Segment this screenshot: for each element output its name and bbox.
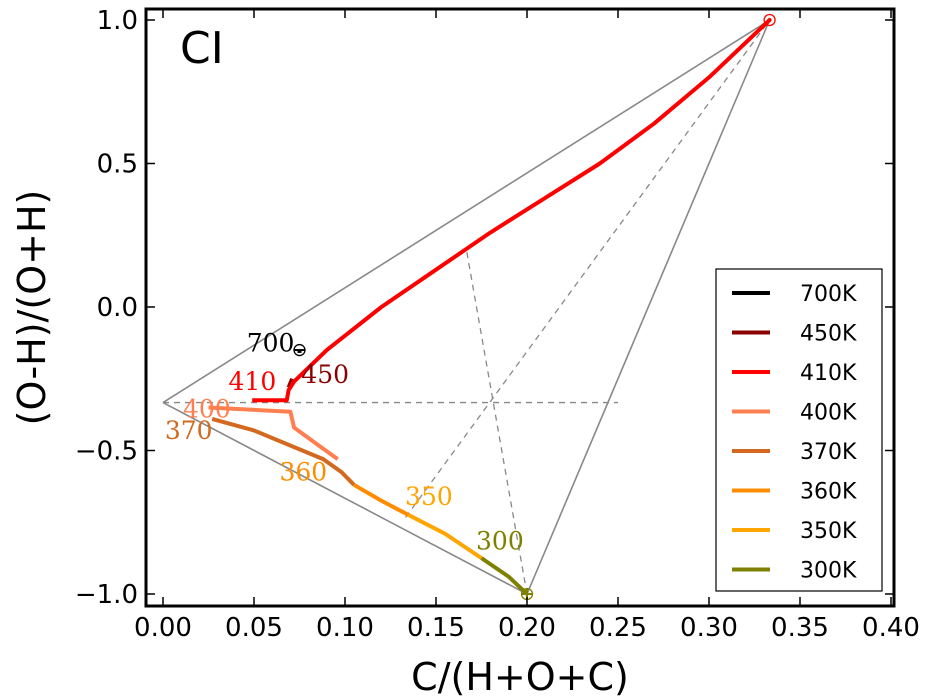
annotation-410: 410 — [229, 367, 277, 396]
annotation-360: 360 — [279, 458, 327, 487]
reference-solid-line-0 — [162, 19, 771, 404]
legend-label-350K: 350K — [800, 519, 857, 544]
x-tick-label-5: 0.25 — [589, 613, 647, 643]
reference-lines — [162, 19, 771, 595]
annotation-450: 450 — [301, 360, 349, 389]
legend-label-410K: 410K — [800, 361, 857, 386]
marker-dot-1 — [767, 18, 772, 22]
legend-entry-350K: 350K — [732, 519, 857, 544]
annotation-350: 350 — [405, 482, 453, 511]
annotation-300: 300 — [476, 527, 524, 556]
legend-entry-400K: 400K — [732, 401, 857, 426]
marker-0 — [293, 343, 306, 357]
legend-label-300K: 300K — [800, 559, 857, 584]
legend-label-700K: 700K — [800, 282, 857, 307]
marker-1 — [763, 13, 776, 27]
x-tick-label-2: 0.10 — [316, 613, 374, 643]
legend-entry-410K: 410K — [732, 361, 857, 386]
y-tick-label-1: 0.5 — [97, 150, 138, 180]
x-tick-label-0: 0.00 — [134, 613, 192, 643]
markers — [293, 13, 776, 601]
legend-entry-450K: 450K — [732, 322, 857, 347]
x-axis-title: C/(H+O+C) — [411, 655, 629, 699]
legend-label-400K: 400K — [800, 401, 857, 426]
legend-label-360K: 360K — [800, 480, 857, 505]
axis-ticks: 0.00 0.05 0.10 0.15 0.20 0.25 0.30 0.35 0.40 1.0 0… — [75, 6, 920, 643]
x-tick-label-6: 0.30 — [680, 613, 738, 643]
annotation-400: 400 — [183, 394, 231, 423]
legend-label-370K: 370K — [800, 440, 857, 465]
annotation-700: 700 — [247, 328, 295, 357]
legend-box — [715, 268, 883, 592]
series-line-400K — [208, 405, 339, 461]
annotation-370: 370 — [165, 416, 213, 445]
reference-solid-line-2 — [526, 19, 771, 595]
x-tick-label-4: 0.20 — [498, 613, 556, 643]
legend-entry-300K: 300K — [732, 559, 857, 584]
series-line-410K — [252, 18, 771, 403]
panel-label: CI — [180, 23, 224, 74]
y-tick-label-4: −1.0 — [75, 580, 138, 610]
marker-circle-1 — [763, 13, 776, 27]
reference-solid-line-1 — [162, 401, 528, 595]
x-tick-label-3: 0.15 — [407, 613, 465, 643]
x-tick-label-7: 0.35 — [771, 613, 829, 643]
y-tick-label-0: 1.0 — [97, 6, 138, 36]
series-line-300K — [480, 556, 529, 596]
reference-dashed-line-2 — [405, 19, 771, 518]
legend-label-450K: 450K — [800, 322, 857, 347]
series-line-350K — [407, 513, 483, 560]
marker-circle-0 — [293, 343, 306, 357]
legend-entry-370K: 370K — [732, 440, 857, 465]
series-line-370K — [211, 417, 356, 487]
series-lines — [208, 18, 771, 596]
y-axis-title: (O-H)/(O+H) — [10, 190, 54, 426]
legend-entry-700K: 700K — [732, 282, 857, 307]
y-tick-label-2: 0.0 — [97, 293, 138, 323]
reference-dashed-line-1 — [465, 249, 528, 595]
series-line-360K — [353, 483, 410, 517]
y-tick-label-3: −0.5 — [75, 437, 138, 467]
legend: 700K 450K 410K 400K 370K 360K 350K 300K — [715, 268, 883, 592]
x-tick-label-1: 0.05 — [225, 613, 283, 643]
legend-entry-360K: 360K — [732, 480, 857, 505]
x-tick-label-8: 0.40 — [862, 613, 920, 643]
